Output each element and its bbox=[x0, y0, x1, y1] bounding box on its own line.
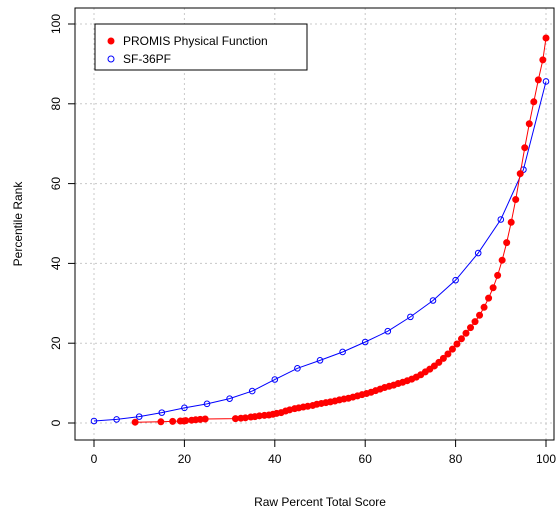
data-point bbox=[498, 256, 506, 264]
data-point bbox=[271, 376, 279, 383]
data-point bbox=[471, 318, 479, 326]
data-point bbox=[294, 365, 301, 372]
grid bbox=[75, 8, 554, 440]
data-point bbox=[226, 395, 233, 402]
x-axis-title: Raw Percent Total Score bbox=[254, 495, 386, 509]
data-point bbox=[201, 415, 209, 423]
data-point bbox=[525, 120, 533, 128]
series-line bbox=[93, 81, 547, 422]
series-sf36pf bbox=[90, 78, 550, 425]
data-point bbox=[542, 78, 550, 85]
plot-frame bbox=[74, 7, 555, 441]
legend-marker-sf36pf bbox=[107, 55, 115, 63]
data-point bbox=[457, 335, 465, 343]
data-point bbox=[494, 271, 502, 279]
x-tick-label: 40 bbox=[268, 452, 282, 466]
data-point bbox=[131, 418, 139, 426]
data-point bbox=[462, 329, 470, 337]
data-point bbox=[407, 313, 414, 321]
data-point bbox=[485, 294, 493, 302]
data-point bbox=[497, 216, 505, 223]
x-tick-label: 0 bbox=[91, 452, 98, 466]
y-tick-label: 40 bbox=[49, 256, 63, 270]
data-point bbox=[534, 76, 542, 84]
data-point bbox=[507, 218, 515, 226]
data-point bbox=[429, 297, 437, 304]
data-point bbox=[542, 34, 550, 42]
data-point bbox=[157, 418, 165, 426]
legend: PROMIS Physical Function SF-36PF bbox=[94, 23, 308, 71]
series-line bbox=[135, 37, 547, 423]
data-point bbox=[384, 327, 392, 335]
data-point bbox=[512, 196, 520, 204]
data-point bbox=[476, 311, 484, 319]
y-axis-title: Percentile Rank bbox=[11, 181, 25, 267]
legend-box bbox=[94, 23, 308, 71]
data-point bbox=[316, 357, 324, 364]
axes: 0 20 40 60 80 100 0 20 40 60 80 100 bbox=[49, 14, 556, 466]
data-point bbox=[474, 249, 482, 257]
series-layer bbox=[90, 34, 550, 426]
data-point bbox=[439, 354, 447, 362]
data-point bbox=[135, 413, 143, 420]
data-point bbox=[361, 338, 369, 346]
x-tick-label: 100 bbox=[536, 452, 556, 466]
data-point bbox=[444, 350, 452, 358]
legend-label-promis: PROMIS Physical Function bbox=[123, 34, 268, 48]
data-point bbox=[467, 324, 475, 332]
data-point bbox=[452, 276, 459, 284]
data-point bbox=[530, 98, 538, 106]
data-point bbox=[448, 345, 456, 353]
data-point bbox=[489, 284, 497, 292]
data-point bbox=[181, 404, 188, 412]
y-tick-label: 0 bbox=[49, 419, 63, 426]
data-point bbox=[113, 416, 120, 423]
data-point bbox=[453, 340, 461, 348]
data-point bbox=[503, 239, 511, 247]
y-tick-label: 20 bbox=[49, 336, 63, 350]
data-point bbox=[430, 362, 438, 370]
series-promis bbox=[131, 34, 550, 426]
legend-marker-promis bbox=[107, 37, 115, 45]
data-point bbox=[339, 348, 346, 356]
y-tick-label: 80 bbox=[49, 97, 63, 111]
y-tick-label: 60 bbox=[49, 177, 63, 191]
x-tick-label: 80 bbox=[449, 452, 463, 466]
y-tick-label: 100 bbox=[49, 14, 63, 34]
x-tick-label: 60 bbox=[359, 452, 373, 466]
legend-label-sf36pf: SF-36PF bbox=[123, 52, 171, 66]
data-point bbox=[158, 409, 166, 416]
data-point bbox=[539, 56, 547, 64]
data-point bbox=[516, 170, 524, 178]
x-tick-label: 20 bbox=[178, 452, 192, 466]
data-point bbox=[90, 417, 98, 425]
data-point bbox=[248, 387, 256, 395]
data-point bbox=[521, 144, 529, 152]
data-point bbox=[435, 358, 443, 366]
data-point bbox=[169, 417, 177, 425]
data-point bbox=[480, 303, 488, 311]
data-point bbox=[203, 400, 211, 408]
data-point bbox=[182, 417, 190, 425]
